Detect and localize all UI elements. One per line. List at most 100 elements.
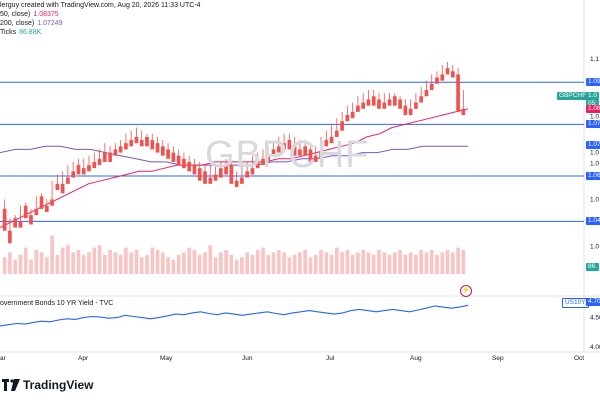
volume-bar xyxy=(287,257,292,274)
candle-body xyxy=(203,171,207,184)
candle-body xyxy=(461,108,466,116)
candle-body xyxy=(440,74,445,81)
volume-bar xyxy=(44,257,49,274)
volume-bar xyxy=(124,247,128,274)
candle-body xyxy=(424,90,429,97)
candle-body xyxy=(266,155,271,162)
candle-body xyxy=(224,165,228,175)
sma200-legend[interactable]: 200, close) 1.07249 xyxy=(0,19,63,28)
candle-body xyxy=(113,149,118,156)
volume-bar xyxy=(282,252,286,274)
horizontal-lines[interactable] xyxy=(0,81,584,222)
candle-body xyxy=(308,149,313,162)
candle-body xyxy=(81,168,86,175)
candle-body xyxy=(134,136,139,144)
volume-bar xyxy=(34,250,39,274)
volume-bar xyxy=(171,259,176,274)
candle-body xyxy=(13,218,18,228)
volume-bar xyxy=(240,257,244,274)
candle-body xyxy=(8,230,12,244)
yield-path xyxy=(0,304,469,327)
price-axis-tick: 1.0 xyxy=(590,150,599,157)
candle-body xyxy=(350,111,355,119)
volume-bar xyxy=(292,254,297,274)
candle-body xyxy=(303,146,308,156)
candle-body xyxy=(292,146,297,156)
price-axis-tick: 1.0 xyxy=(590,161,599,168)
price-axis-tick: 1.0 xyxy=(590,114,599,121)
volume-bar xyxy=(440,252,445,274)
volume-bar xyxy=(71,252,76,274)
lightning-icon[interactable]: ⚡ xyxy=(460,285,472,297)
volume-bar xyxy=(371,254,376,274)
volume-bar xyxy=(50,235,54,274)
volume-bar xyxy=(208,245,213,274)
candle-body xyxy=(76,165,81,175)
candle-body xyxy=(197,168,202,181)
volume-bar xyxy=(192,250,197,274)
volume-bar xyxy=(424,252,429,274)
volume-bar xyxy=(224,250,228,274)
candle-body xyxy=(287,140,292,150)
sma50-legend-label: 50, close) xyxy=(0,11,31,18)
candle-body xyxy=(108,152,112,162)
candle-body xyxy=(234,180,239,187)
volume-bar xyxy=(356,252,360,274)
volume-bar xyxy=(308,257,313,274)
candle-body xyxy=(382,102,387,109)
candle-body xyxy=(55,183,60,191)
volume-bar xyxy=(266,254,271,274)
candle-body xyxy=(403,105,408,116)
candle-body xyxy=(160,146,165,156)
price-tag-h3: 1.06 xyxy=(586,172,600,180)
candle-body xyxy=(361,102,366,109)
yield-pane-label[interactable]: overnment Bonds 10 YR Yield - TVC xyxy=(0,300,114,307)
time-axis-tick: Oct xyxy=(574,355,584,362)
volume-bar xyxy=(155,250,160,274)
candle-body xyxy=(276,146,281,153)
sma50-path xyxy=(0,108,469,229)
sma200-legend-label: 200, close) xyxy=(0,20,35,27)
volume-bar xyxy=(129,252,134,274)
volume-bar xyxy=(187,247,192,274)
time-axis-tick: ar xyxy=(0,355,7,362)
volume-bar xyxy=(113,252,118,274)
volume-bar xyxy=(361,250,366,274)
volume-bar xyxy=(377,250,381,274)
volume-legend[interactable]: Ticks 86.88K xyxy=(0,28,41,37)
candle-body xyxy=(371,96,376,106)
sma50-legend[interactable]: 50, close) 1.08375 xyxy=(0,10,59,19)
candle-body xyxy=(435,77,439,84)
price-axis[interactable]: 4.50 4.00 1.1 1.0 1.0 1.0 1.0 1.0 xyxy=(590,56,600,351)
volume-bar xyxy=(145,254,149,274)
candle-body xyxy=(398,99,402,109)
price-axis-tick: 1.0 xyxy=(590,196,599,203)
volume-bar xyxy=(298,252,302,274)
author-line: lerguy created with TradingView.com, Aug… xyxy=(0,2,201,9)
volume-value-tag: 86. xyxy=(586,263,600,271)
time-axis-tick: Sep xyxy=(492,355,504,362)
price-tag-pair: GBPCHF xyxy=(557,92,589,101)
volume-bar xyxy=(76,250,81,274)
candle-body xyxy=(44,205,49,212)
candle-body xyxy=(118,146,123,153)
volume-bar xyxy=(160,252,165,274)
tradingview-logo[interactable]: TradingView xyxy=(2,375,93,395)
sma50-legend-value: 1.08375 xyxy=(33,11,59,18)
volume-bar xyxy=(97,245,102,274)
volume-bar xyxy=(319,250,323,274)
candle-body xyxy=(377,99,381,109)
volume-bar xyxy=(387,254,392,274)
volume-bar xyxy=(87,252,91,274)
volume-legend-label: Ticks xyxy=(0,29,17,36)
candle-body xyxy=(319,152,323,159)
volume-bar xyxy=(245,252,250,274)
candle-body xyxy=(139,140,144,147)
candle-body xyxy=(145,136,149,147)
volume-bar xyxy=(250,254,255,274)
time-axis[interactable]: ar Apr May Jun Jul Aug Sep Oct xyxy=(0,355,584,362)
candle-body xyxy=(324,140,329,147)
volume-bar xyxy=(450,252,455,274)
volume-bar xyxy=(366,252,371,274)
